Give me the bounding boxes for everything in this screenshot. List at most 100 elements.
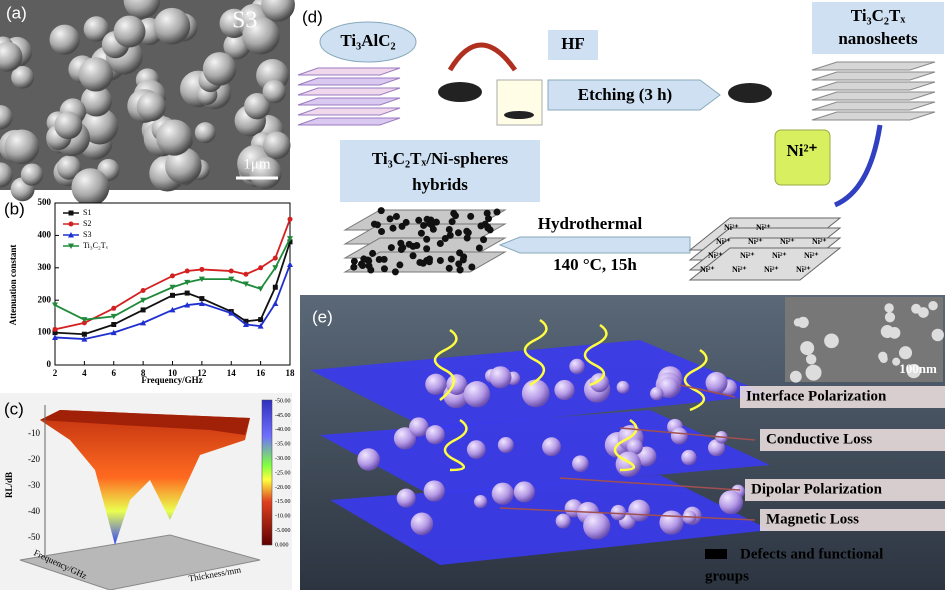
wave	[443, 418, 468, 472]
ni-sphere	[389, 224, 397, 232]
ion-label: Ni²⁺	[748, 237, 763, 246]
legend-label: S1	[83, 208, 91, 217]
ni-sphere	[463, 234, 471, 242]
marker	[52, 302, 58, 309]
sphere	[497, 437, 514, 453]
ion-label: Ni²⁺	[804, 251, 819, 260]
colorbar-label: -30.00	[275, 456, 291, 462]
sphere	[797, 316, 809, 329]
ni-sphere	[425, 258, 433, 266]
marker	[272, 284, 278, 290]
arrow	[447, 42, 518, 72]
ni-sphere	[380, 265, 388, 273]
marker	[52, 334, 58, 340]
sphere	[0, 41, 23, 72]
mechanism-label: Magnetic Loss	[766, 511, 859, 527]
colorbar-label: 0.000	[275, 542, 289, 548]
sphere	[0, 105, 13, 130]
ni-sphere	[420, 221, 428, 229]
ni-sphere	[373, 221, 381, 229]
ni-sphere	[445, 226, 453, 234]
sphere	[898, 346, 913, 360]
y-tick-label: 500	[38, 197, 52, 207]
ni-sphere	[415, 216, 423, 224]
marker	[184, 268, 190, 274]
ion-label: Ni²⁺	[708, 251, 723, 260]
x-tick-label: 10	[168, 368, 178, 378]
sphere	[393, 427, 417, 450]
legend-label: S3	[83, 230, 91, 239]
ni-sphere	[409, 252, 417, 260]
ni-sphere	[416, 258, 424, 266]
sphere	[463, 381, 491, 408]
surface-top	[40, 410, 250, 435]
product: nanosheets	[838, 29, 918, 48]
sphere	[928, 300, 938, 311]
marker	[257, 286, 264, 292]
powder	[438, 82, 482, 102]
marker	[257, 323, 264, 329]
floor	[19, 534, 261, 590]
marker	[111, 305, 117, 311]
ion-label: Ni²⁺	[740, 251, 755, 260]
sphere	[80, 85, 112, 117]
label-box	[812, 2, 944, 54]
marker	[169, 306, 176, 313]
ni-sphere	[378, 228, 386, 236]
ni-sphere	[392, 213, 400, 221]
ni-sphere	[486, 226, 494, 234]
y-tick-label: 0	[47, 359, 52, 369]
marker	[140, 297, 147, 304]
marker	[184, 290, 190, 296]
sphere	[805, 354, 817, 365]
scale-label: 100nm	[899, 361, 937, 376]
ni-sphere	[467, 212, 475, 220]
marker	[228, 310, 235, 316]
ni-sphere	[456, 266, 464, 274]
sphere	[357, 448, 380, 471]
sphere	[262, 79, 286, 104]
defect-marker	[705, 549, 727, 559]
sphere	[4, 129, 40, 165]
sphere	[636, 446, 657, 467]
marker	[198, 276, 205, 283]
ni-sphere	[386, 215, 394, 223]
sphere	[123, 0, 161, 19]
ni-sphere	[448, 218, 456, 226]
panel-e: 100nm (e) Interface Polarization Conducti…	[300, 295, 945, 590]
legend-text: Defects and functional	[740, 546, 883, 562]
colorbar-label: -5.000	[275, 528, 291, 534]
series-line	[54, 238, 291, 321]
sphere	[681, 449, 697, 466]
label-box	[548, 30, 598, 60]
panel-label: (a)	[6, 3, 27, 22]
beaker	[774, 129, 831, 186]
mechanism-label: Dipolar Polarization	[751, 481, 883, 497]
sphere	[136, 92, 166, 122]
ni-sphere	[451, 212, 459, 220]
sheet	[688, 247, 842, 281]
ni-sphere	[409, 242, 417, 250]
ion-label: Ni²⁺	[732, 265, 747, 274]
panel-label: (b)	[4, 199, 25, 218]
marker	[199, 296, 205, 302]
ion-label: Ni²⁺	[700, 265, 715, 274]
colorbar-label: -40.00	[275, 427, 291, 433]
ni-sphere	[480, 236, 488, 244]
sphere	[888, 326, 901, 339]
sphere	[71, 168, 110, 207]
sphere	[54, 111, 83, 140]
cloud	[319, 21, 417, 63]
colorbar-label: -35.00	[275, 442, 291, 448]
arrow	[498, 236, 691, 254]
marker	[272, 265, 279, 271]
sphere	[572, 455, 589, 473]
sheet	[297, 97, 401, 106]
ion-label: Ni²⁺	[716, 237, 731, 246]
ion-label: Ni²⁺	[796, 265, 811, 274]
marker	[169, 284, 176, 291]
wave	[523, 318, 548, 387]
x-tick-label: 12	[197, 368, 207, 378]
x-tick-label: 18	[286, 368, 296, 378]
sphere	[153, 7, 191, 45]
